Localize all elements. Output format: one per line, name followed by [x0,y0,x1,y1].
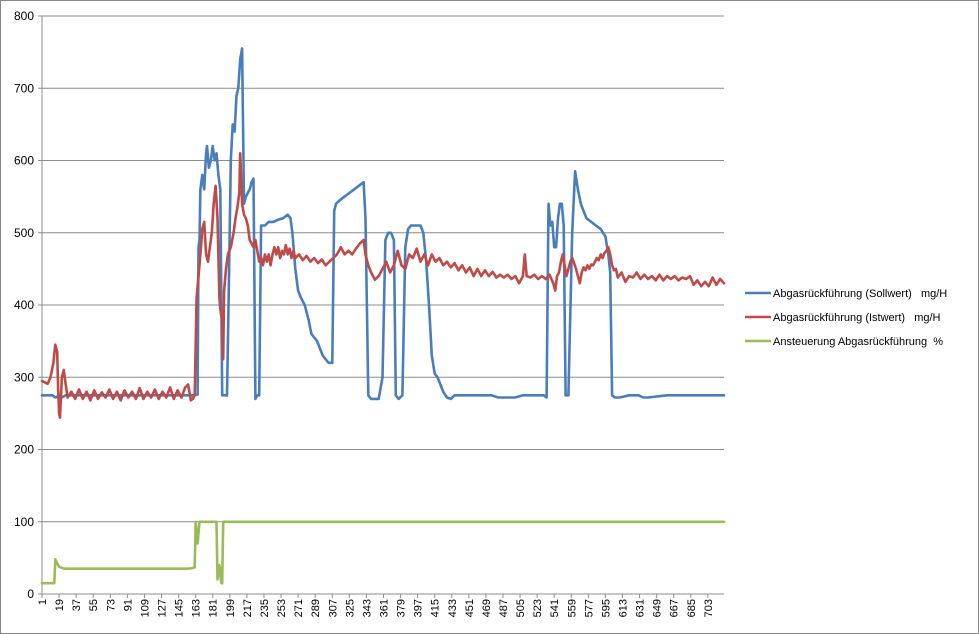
legend-label-1: Abgasrückführung (Sollwert) mg/H [773,288,947,300]
x-axis-ticks: 1 19 37 55 73 91 109 127 145 163 181 199 217 235 253 27… [37,594,715,617]
x-tick-label: 415 [430,599,442,617]
x-tick-label: 1 [37,599,49,605]
x-tick-label: 361 [378,599,390,617]
x-tick-label: 343 [361,599,373,617]
x-tick-label: 217 [242,599,254,617]
y-tick-label: 800 [14,9,34,23]
x-tick-label: 73 [105,599,117,611]
x-tick-label: 289 [310,599,322,617]
series-line-1 [40,47,726,401]
x-tick-label: 55 [88,599,100,611]
x-tick-label: 595 [600,599,612,617]
y-tick-label: 400 [14,298,34,312]
y-tick-label: 0 [27,587,34,601]
series-lines [40,47,726,585]
y-axis-ticks: 0 100 200 300 400 500 600 700 800 [14,9,42,601]
x-tick-label: 685 [686,599,698,617]
x-tick-label: 91 [122,599,134,611]
x-tick-label: 181 [208,599,220,617]
x-tick-label: 577 [583,599,595,617]
x-tick-label: 37 [71,599,83,611]
x-tick-label: 541 [549,599,561,617]
x-tick-label: 397 [413,599,425,617]
x-tick-label: 325 [344,599,356,617]
x-tick-label: 307 [327,599,339,617]
y-tick-label: 200 [14,443,34,457]
x-tick-label: 505 [515,599,527,617]
x-tick-label: 145 [174,599,186,617]
x-tick-label: 271 [293,599,305,617]
y-tick-label: 300 [14,370,34,384]
x-tick-label: 487 [498,599,510,617]
x-tick-label: 199 [225,599,237,617]
x-tick-label: 379 [396,599,408,617]
legend-label-2: Abgasrückführung (Istwert) mg/H [773,312,941,324]
series-line-2 [40,152,726,419]
x-tick-label: 19 [54,599,66,611]
x-tick-label: 667 [669,599,681,617]
series-line-3 [40,520,726,585]
y-tick-label: 600 [14,154,34,168]
x-tick-label: 163 [191,599,203,617]
x-tick-label: 109 [139,599,151,617]
x-tick-label: 703 [703,599,715,617]
x-tick-label: 253 [276,599,288,617]
y-tick-label: 500 [14,226,34,240]
legend: Abgasrückführung (Sollwert) mg/H Abgasrüc… [745,288,947,348]
plot-frame [41,16,724,595]
x-tick-label: 631 [635,599,647,617]
x-tick-label: 649 [652,599,664,617]
x-tick-label: 469 [481,599,493,617]
y-tick-label: 100 [14,515,34,529]
x-tick-label: 451 [464,599,476,617]
y-tick-label: 700 [14,81,34,95]
x-tick-label: 127 [157,599,169,617]
x-tick-label: 559 [566,599,578,617]
x-tick-label: 523 [532,599,544,617]
x-tick-label: 235 [259,599,271,617]
x-tick-label: 433 [447,599,459,617]
x-tick-label: 613 [618,599,630,617]
legend-label-3: Ansteuerung Abgasrückführung % [773,336,943,348]
